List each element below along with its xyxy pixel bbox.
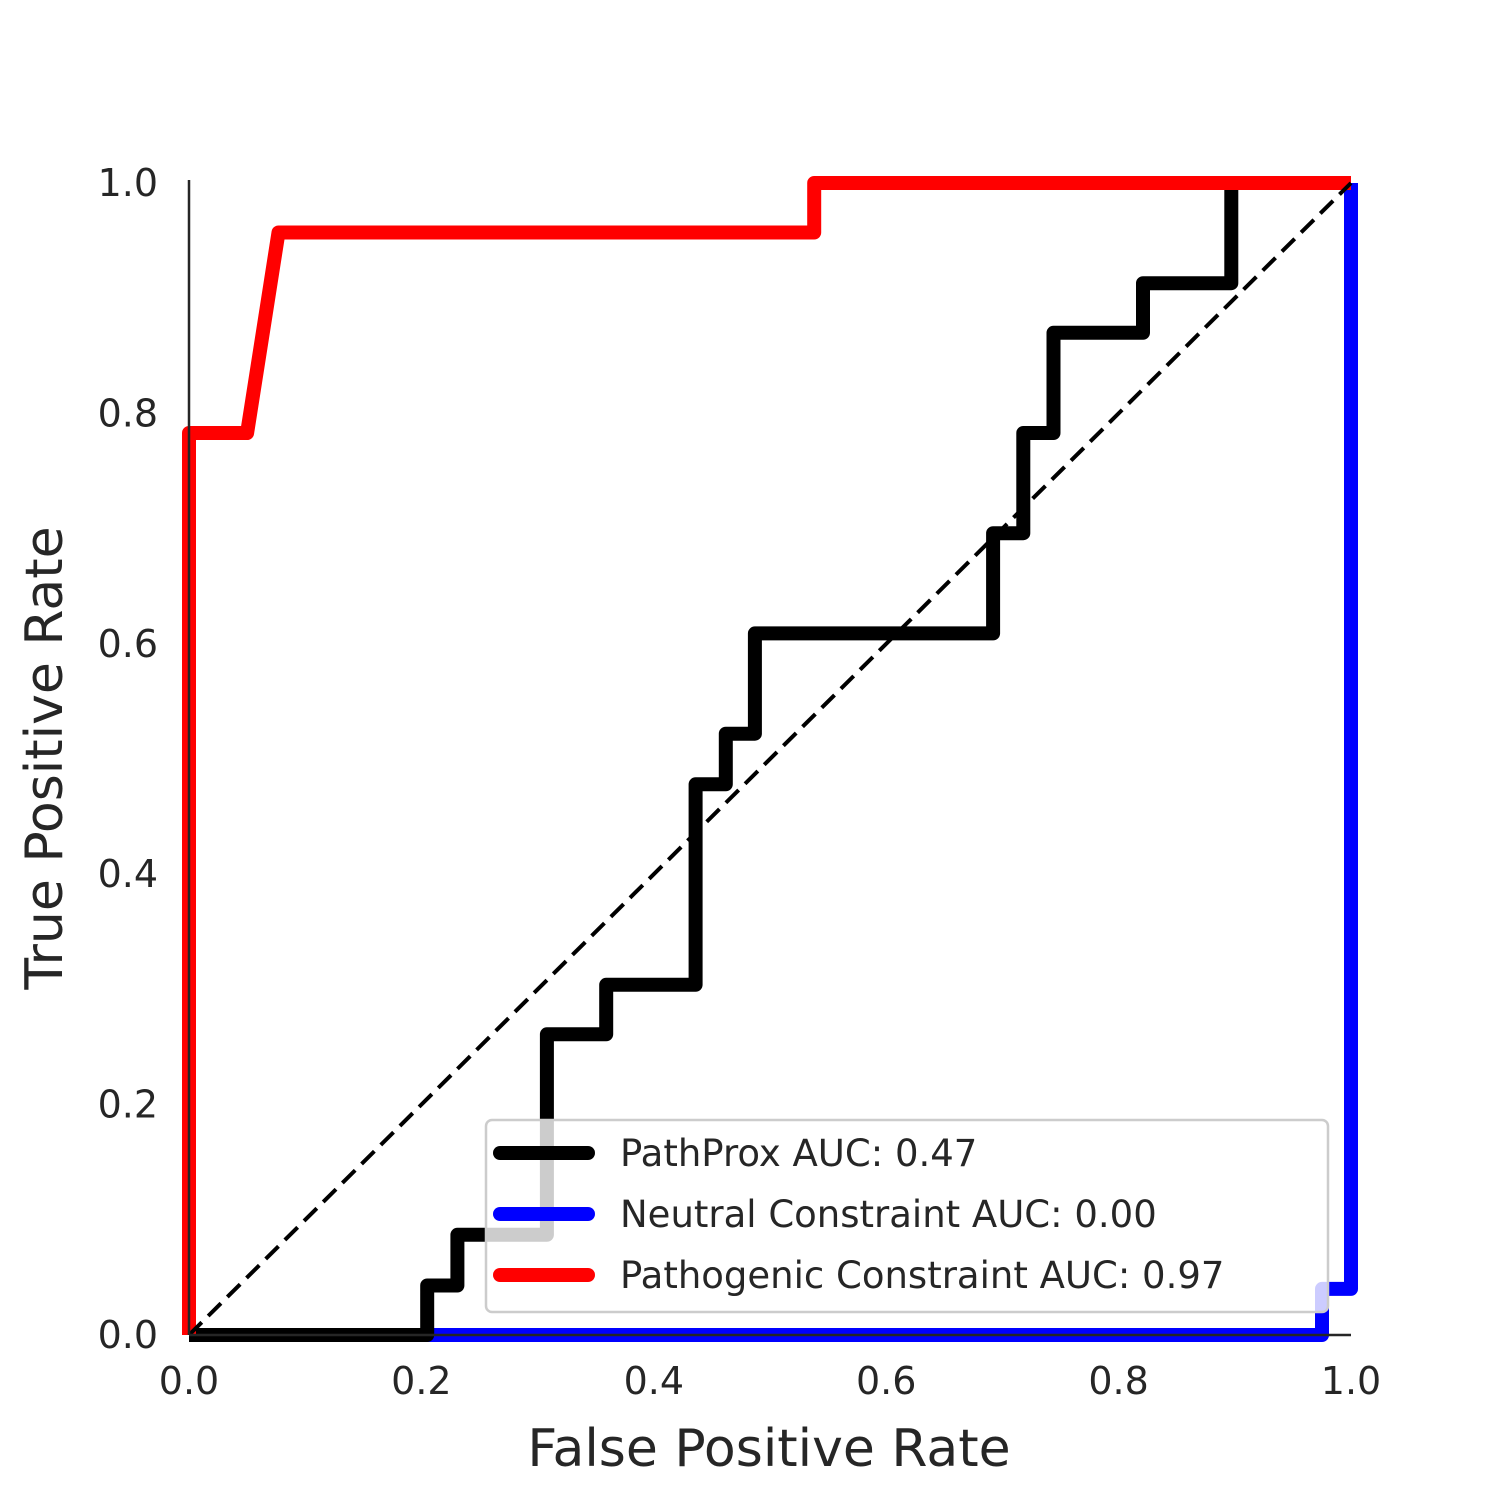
legend-label-0: PathProx AUC: 0.47 [620,1132,977,1175]
y-tick-label: 1.0 [98,161,158,205]
x-tick-label: 0.8 [1088,1359,1148,1403]
series-line-0 [189,176,1351,1342]
legend-label-2: Pathogenic Constraint AUC: 0.97 [620,1254,1224,1297]
y-tick-label: 0.4 [98,852,158,896]
x-tick-label: 1.0 [1321,1359,1381,1403]
y-tick-label: 0.6 [98,622,158,666]
y-axis-title: True Positive Rate [15,526,75,990]
legend-box [484,1118,1330,1314]
y-tick-label: 0.0 [98,1313,158,1357]
x-axis-title: False Positive Rate [527,1419,1010,1479]
x-tick-label: 0.2 [391,1359,451,1403]
legend-items: PathProx AUC: 0.47 Neutral Constraint AUC… [493,1132,1224,1297]
x-tick-label: 0.4 [624,1359,684,1403]
legend-label-1: Neutral Constraint AUC: 0.00 [620,1193,1157,1236]
y-tick-label: 0.8 [98,391,158,435]
legend: PathProx AUC: 0.47 Neutral Constraint AUC… [484,1118,1330,1314]
x-axis-ticks: 0.0 0.2 0.4 0.6 0.8 1.0 [159,1359,1381,1403]
y-tick-label: 0.2 [98,1083,158,1127]
chance-diagonal-line [187,181,1353,1337]
x-tick-label: 0.0 [159,1359,219,1403]
y-axis-ticks: 0.0 0.2 0.4 0.6 0.8 1.0 [98,161,158,1357]
x-tick-label: 0.6 [856,1359,916,1403]
